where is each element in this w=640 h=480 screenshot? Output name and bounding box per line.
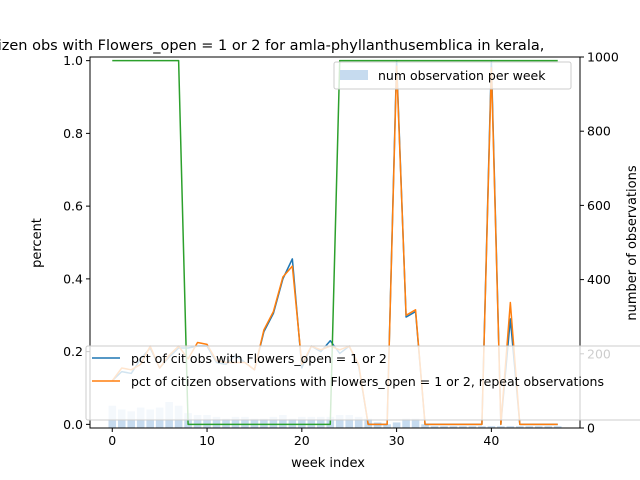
y2-tick-label: 1000 <box>587 50 619 65</box>
x-axis: 0 10 20 30 40 <box>108 428 499 448</box>
bar <box>345 415 354 428</box>
y2-tick-label: 0 <box>587 421 595 436</box>
y2-tick-label: 800 <box>587 124 611 139</box>
y-tick-label: 0.4 <box>63 271 83 286</box>
y-axis-label: percent <box>30 218 45 268</box>
y2-tick-label: 600 <box>587 198 611 213</box>
bar <box>468 426 477 428</box>
bar <box>373 422 382 428</box>
bar <box>203 415 211 428</box>
y-tick-label: 0.8 <box>63 126 83 141</box>
bar <box>525 426 534 428</box>
x-tick-label: 10 <box>199 433 215 448</box>
bar <box>307 416 316 428</box>
bar <box>430 426 439 428</box>
y-tick-label: 1.0 <box>63 53 83 68</box>
line-legend: pct of cit obs with Flowers_open = 1 or … <box>85 345 640 421</box>
bar <box>231 416 240 428</box>
bar <box>449 426 458 428</box>
y2-tick-label: 400 <box>587 272 611 287</box>
y-tick-label: 0.2 <box>63 344 83 359</box>
bar <box>421 424 429 428</box>
bar <box>516 426 524 428</box>
series-line-3 <box>112 59 558 426</box>
bar <box>534 426 543 428</box>
x-tick-label: 40 <box>483 433 499 448</box>
bar <box>459 426 467 428</box>
bar <box>269 416 278 428</box>
bar <box>553 426 562 428</box>
bar <box>260 418 268 428</box>
bar <box>222 418 230 428</box>
y-tick-label: 0.0 <box>63 417 83 432</box>
y-tick-label: 0.6 <box>63 199 83 214</box>
legend-label-series-2: pct of citizen observations with Flowers… <box>131 374 604 389</box>
bar <box>544 426 553 428</box>
bar <box>250 418 259 428</box>
bar-legend-swatch <box>340 70 368 80</box>
bar <box>193 415 202 428</box>
legend-label-series-1: pct of cit obs with Flowers_open = 1 or … <box>131 351 387 366</box>
bar <box>288 418 297 428</box>
bar <box>440 426 448 428</box>
bar <box>497 426 505 428</box>
y2-axis-label: number of observations <box>625 165 640 320</box>
bar <box>383 424 391 428</box>
bar <box>279 415 287 428</box>
bar <box>411 418 420 428</box>
y-axis-left: 0.0 0.2 0.4 0.6 0.8 1.0 <box>63 53 90 432</box>
bar <box>241 416 249 428</box>
bar <box>506 426 515 428</box>
bar <box>478 426 486 428</box>
x-tick-label: 20 <box>294 433 310 448</box>
bar <box>298 416 306 428</box>
bar-legend-label: num observation per week <box>378 68 546 83</box>
bar <box>402 418 410 428</box>
bar <box>487 426 496 428</box>
bar <box>316 416 325 428</box>
chart-title: itizen obs with Flowers_open = 1 or 2 fo… <box>0 38 544 54</box>
x-axis-label: week index <box>291 456 365 471</box>
bar <box>392 422 401 428</box>
x-tick-label: 0 <box>108 433 116 448</box>
bar <box>354 416 363 428</box>
bar <box>212 416 221 428</box>
bar-legend: num observation per week <box>333 61 572 90</box>
x-tick-label: 30 <box>389 433 405 448</box>
bar <box>335 415 344 428</box>
plot-frame <box>89 56 581 429</box>
